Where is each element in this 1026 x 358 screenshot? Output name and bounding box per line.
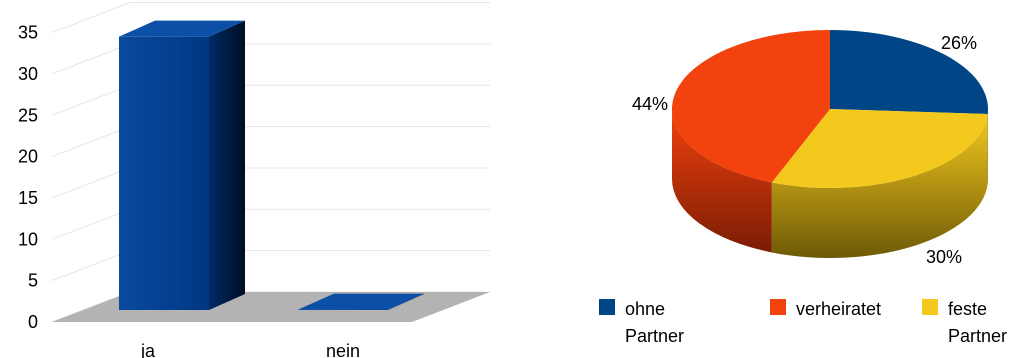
bar-top [119, 20, 245, 37]
x-axis-tick-labels: ja nein [140, 341, 360, 358]
gridline-side [51, 84, 131, 116]
bar [119, 20, 245, 311]
gridline-side [51, 167, 131, 199]
legend-item: verheiratet [770, 299, 881, 319]
gridlines [51, 2, 490, 323]
gridline-side [51, 250, 131, 282]
pie-slice [672, 30, 830, 183]
bar-top [298, 293, 424, 310]
legend-label: feste [948, 299, 987, 319]
y-tick-label: 5 [28, 271, 38, 291]
bar-side [388, 293, 424, 310]
pie-data-label: 30% [926, 247, 962, 267]
y-tick-label: 25 [18, 105, 38, 125]
legend-item: feste Partner [922, 299, 1007, 346]
legend: ohne Partner verheiratet feste Partner [599, 299, 1007, 346]
y-tick-label: 20 [18, 147, 38, 167]
legend-label-line2: Partner [625, 326, 684, 346]
pie-slice [830, 30, 988, 114]
legend-swatch [922, 299, 938, 315]
legend-label: ohne [625, 299, 665, 319]
gridline-side [51, 43, 131, 75]
pie-data-label: 44% [632, 94, 668, 114]
legend-swatch [599, 299, 615, 315]
y-tick-label: 15 [18, 188, 38, 208]
y-axis-tick-labels: 0 5 10 15 20 25 30 35 [18, 23, 38, 332]
legend-label-line2: Partner [948, 326, 1007, 346]
y-tick-label: 0 [28, 312, 38, 332]
pie-slice [771, 109, 988, 189]
pie-walls [672, 109, 988, 259]
pie-wall [771, 113, 988, 259]
pie-wall [672, 109, 772, 253]
y-tick-label: 35 [18, 23, 38, 43]
x-tick-label: nein [326, 341, 360, 358]
bar-chart: 0 5 10 15 20 25 30 35 ja nein [18, 2, 490, 358]
bar-side [209, 20, 245, 311]
legend-swatch [770, 299, 786, 315]
gridline-side [51, 126, 131, 158]
legend-label: verheiratet [796, 299, 881, 319]
legend-item: ohne Partner [599, 299, 684, 346]
y-tick-label: 30 [18, 64, 38, 84]
bars [119, 20, 424, 311]
bar-front [119, 36, 209, 311]
x-tick-label: ja [140, 341, 156, 358]
pie-data-labels: 26% 30% 44% [632, 33, 977, 267]
pie-chart: 26% 30% 44% ohne Partner verheiratet feste Par… [599, 30, 1007, 346]
pie-slices [672, 30, 988, 189]
gridline-side [51, 208, 131, 240]
bar [298, 293, 424, 310]
pie-data-label: 26% [941, 33, 977, 53]
gridline-side [51, 2, 131, 34]
y-tick-label: 10 [18, 229, 38, 249]
